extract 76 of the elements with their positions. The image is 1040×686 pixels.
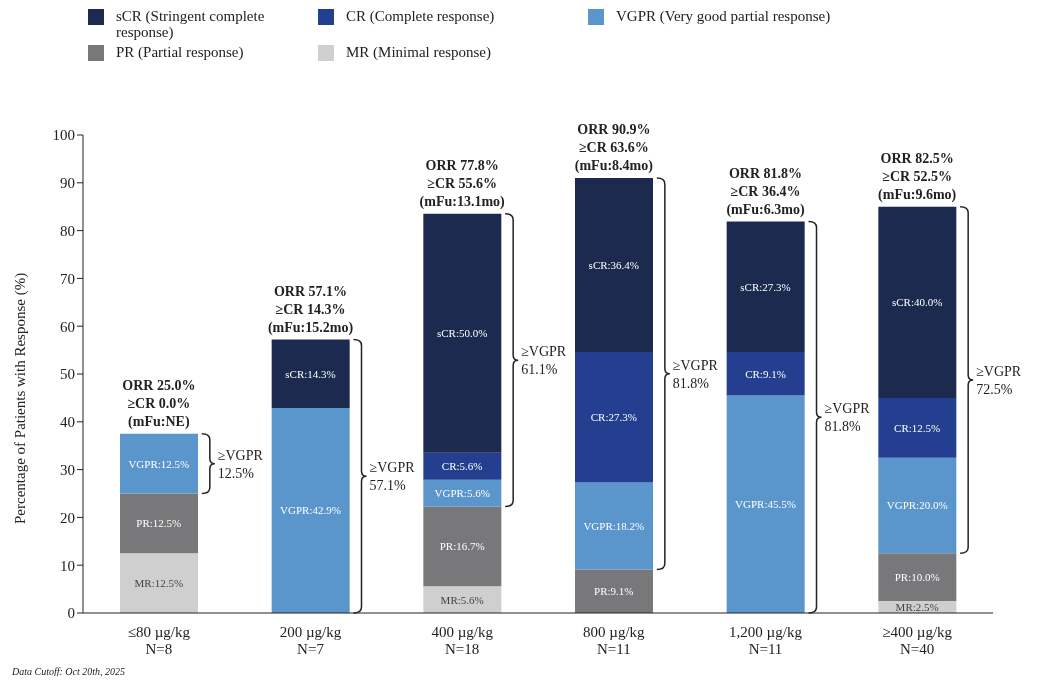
data-label: sCR:40.0% [891, 296, 943, 309]
bar [575, 482, 653, 570]
annotation: ORR 81.8% ≥CR 36.4% (mFu:6.3mo) [726, 165, 805, 218]
data-label: MR:12.5% [134, 577, 184, 590]
bar [878, 457, 957, 554]
data-label: PR:9.1% [594, 585, 634, 598]
bar [575, 178, 653, 353]
data-label: PR:10.0% [894, 571, 940, 584]
y-tick-label: 40 [60, 414, 75, 431]
y-tick-label: 90 [60, 175, 75, 192]
bar [423, 213, 502, 453]
data-label: sCR:27.3% [740, 280, 791, 293]
data-label: VGPR:20.0% [886, 499, 948, 512]
y-tick-label: 30 [60, 461, 75, 478]
data-label: CR:9.1% [745, 367, 786, 380]
x-tick-label: ≤80 µg/kg N=8 [127, 624, 191, 657]
legend-label: PR (Partial response) [116, 44, 244, 60]
bar [575, 352, 653, 483]
legend-label: CR (Complete response) [346, 8, 495, 24]
data-label: sCR:36.4% [588, 259, 640, 272]
data-label: VGPR:5.6% [434, 487, 490, 500]
data-label: VGPR:12.5% [128, 457, 190, 470]
annotation: ORR 25.0% ≥CR 0.0% (mFu:NE) [122, 377, 196, 430]
data-label: VGPR:45.5% [735, 498, 796, 511]
bar [423, 452, 502, 480]
y-axis-title: Percentage of Patients with Response (%) [12, 272, 30, 524]
data-label: VGPR:42.9% [280, 504, 341, 517]
annotation: ORR 77.8% ≥CR 55.6% (mFu:13.1mo) [419, 157, 506, 210]
bar [120, 433, 198, 494]
bar [878, 206, 957, 398]
annotation: ≥VGPR 57.1% [369, 460, 416, 494]
bar [575, 569, 653, 613]
bar [878, 553, 957, 602]
y-tick-label: 80 [60, 222, 75, 239]
x-tick-label: 800 µg/kg N=11 [583, 624, 646, 657]
data-label: MR:5.6% [440, 593, 484, 606]
legend-label: MR (Minimal response) [346, 44, 491, 60]
y-tick-label: 10 [60, 557, 75, 574]
bar [726, 221, 805, 353]
annotation: ≥VGPR 81.8% [824, 401, 871, 435]
x-tick-label: ≥400 µg/kg N=40 [882, 624, 953, 657]
annotation: ORR 82.5% ≥CR 52.5% (mFu:9.6mo) [878, 150, 957, 203]
data-label: PR:16.7% [439, 540, 485, 553]
data-label: PR:12.5% [136, 517, 182, 530]
y-tick-label: 50 [60, 366, 75, 383]
annotation: ≥VGPR 61.1% [521, 344, 567, 378]
y-tick-label: 60 [60, 318, 75, 335]
y-tick-label: 100 [52, 127, 75, 144]
legend-label: sCR (Stringent complete response) [116, 8, 266, 40]
y-tick-label: 70 [60, 270, 75, 287]
bar [271, 339, 350, 408]
y-tick-label: 0 [67, 605, 75, 622]
data-label: CR:5.6% [441, 460, 483, 473]
annotation: ≥VGPR 81.8% [672, 357, 719, 391]
bar [878, 397, 957, 458]
data-label: CR:27.3% [590, 411, 637, 424]
bar [726, 352, 805, 396]
annotation: ≥VGPR 72.5% [976, 363, 1022, 397]
legend-label: VGPR (Very good partial response) [616, 8, 831, 24]
annotation: ≥VGPR 12.5% [217, 447, 264, 481]
bar [423, 506, 502, 587]
data-label: CR:12.5% [894, 421, 941, 434]
bar [726, 395, 805, 613]
bar [120, 493, 198, 554]
x-tick-label: 200 µg/kg N=7 [279, 624, 342, 657]
bar [271, 407, 350, 613]
data-label: sCR:14.3% [285, 367, 336, 380]
data-label: MR:2.5% [895, 601, 939, 614]
data-label: sCR:50.0% [436, 327, 488, 340]
x-tick-label: 1,200 µg/kg N=11 [729, 624, 803, 657]
annotation: ORR 90.9% ≥CR 63.6% (mFu:8.4mo) [574, 122, 654, 175]
bar [120, 553, 198, 613]
annotation: ORR 57.1% ≥CR 14.3% (mFu:15.2mo) [267, 283, 354, 336]
x-tick-label: 400 µg/kg N=18 [431, 624, 494, 657]
y-tick-label: 20 [60, 509, 75, 526]
data-label: VGPR:18.2% [583, 520, 645, 532]
